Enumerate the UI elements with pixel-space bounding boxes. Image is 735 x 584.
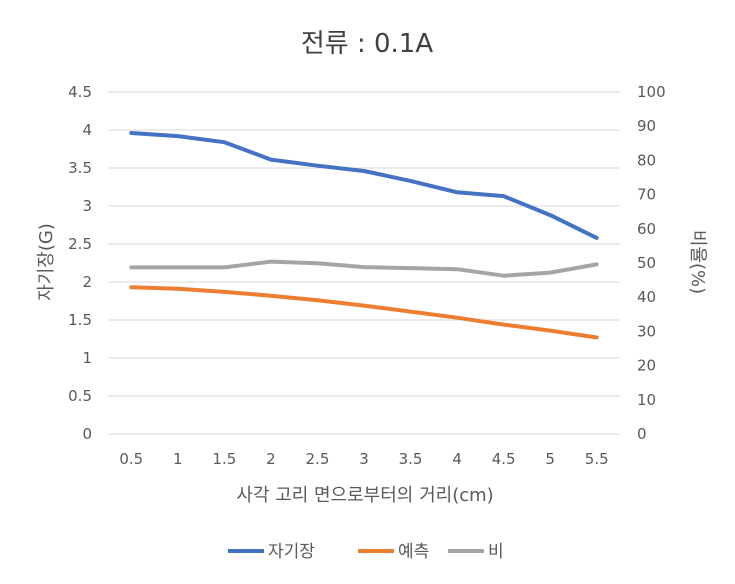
left-tick-label: 1 (82, 349, 92, 367)
right-axis-ticks: 0 10 20 30 40 50 60 70 80 90 100 (637, 83, 666, 443)
x-tick-label: 1.5 (212, 450, 236, 468)
y-axis-label: 자기장(G) (36, 223, 57, 301)
x-tick-label: 1 (173, 450, 183, 468)
right-tick-label: 100 (637, 83, 666, 101)
right-tick-label: 10 (637, 391, 656, 409)
legend-label: 비 (488, 542, 504, 562)
x-tick-label: 3 (359, 450, 369, 468)
y2-axis-label: 비율(%) (687, 230, 708, 294)
right-tick-label: 70 (637, 186, 656, 204)
series-line-0 (129, 131, 599, 240)
right-tick-label: 30 (637, 322, 656, 340)
x-tick-label: 4.5 (492, 450, 516, 468)
right-tick-label: 80 (637, 151, 656, 169)
x-tick-label: 4 (452, 450, 462, 468)
series-line-2 (129, 259, 599, 278)
legend-label: 자기장 (268, 542, 315, 562)
x-axis-ticks: 0.5 1 1.5 2 2.5 3 3.5 4 4.5 5 5.5 (119, 450, 608, 468)
right-tick-label: 20 (637, 357, 656, 375)
legend-label: 예측 (398, 542, 429, 562)
x-tick-label: 2.5 (306, 450, 330, 468)
left-tick-label: 3 (82, 197, 92, 215)
left-tick-label: 0 (82, 425, 92, 443)
x-tick-label: 0.5 (119, 450, 143, 468)
right-tick-label: 50 (637, 254, 656, 272)
x-tick-label: 2 (266, 450, 276, 468)
left-axis-ticks: 0 0.5 1 1.5 2 2.5 3 3.5 4 4.5 (68, 83, 92, 443)
right-tick-label: 40 (637, 288, 656, 306)
right-tick-label: 60 (637, 220, 656, 238)
x-tick-label: 5 (545, 450, 555, 468)
left-tick-label: 2 (82, 273, 92, 291)
chart-title: 전류 : 0.1A (301, 29, 433, 59)
right-tick-label: 0 (637, 425, 647, 443)
left-tick-label: 2.5 (68, 235, 92, 253)
left-tick-label: 1.5 (68, 311, 92, 329)
legend: 자기장 예측 비 (228, 542, 504, 562)
left-tick-label: 0.5 (68, 387, 92, 405)
left-tick-label: 4 (82, 121, 92, 139)
right-tick-label: 90 (637, 117, 656, 135)
x-axis-label: 사각 고리 면으로부터의 거리(cm) (236, 485, 493, 506)
series-line-1 (129, 285, 599, 340)
gridlines (108, 91, 620, 435)
x-tick-label: 3.5 (399, 450, 423, 468)
left-tick-label: 4.5 (68, 83, 92, 101)
x-tick-label: 5.5 (585, 450, 609, 468)
left-tick-label: 3.5 (68, 159, 92, 177)
series-lines (129, 131, 599, 340)
